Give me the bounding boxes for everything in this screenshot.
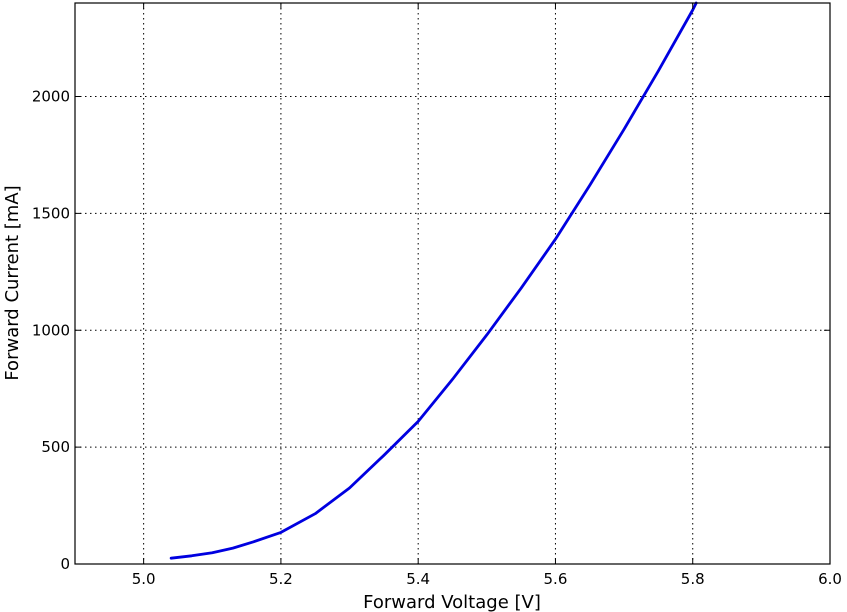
y-axis-title: Forward Current [mA] [2, 185, 23, 380]
series-line [169, 1, 698, 560]
x-axis-title: Forward Voltage [V] [363, 592, 541, 612]
plot-frame [74, 2, 831, 565]
x-tick-label: 5.6 [544, 570, 568, 588]
y-tick-label: 500 [41, 438, 70, 456]
y-tick-label: 1000 [32, 321, 70, 339]
y-tick-label: 2000 [32, 88, 70, 106]
grid-layer [75, 3, 830, 564]
y-tick-label: 0 [60, 555, 70, 573]
series-layer [169, 1, 698, 560]
x-tick-label: 5.8 [681, 570, 705, 588]
x-tick-label: 5.2 [269, 570, 293, 588]
x-tick-label: 5.0 [132, 570, 156, 588]
tick-layer: 5.0 5.2 5.4 5.6 5.8 6.0 0 500 1000 1500 2000 [32, 3, 842, 588]
x-tick-label: 5.4 [406, 570, 430, 588]
x-tick-label: 6.0 [818, 570, 842, 588]
y-tick-label: 1500 [32, 204, 70, 222]
plot-background [75, 3, 830, 564]
